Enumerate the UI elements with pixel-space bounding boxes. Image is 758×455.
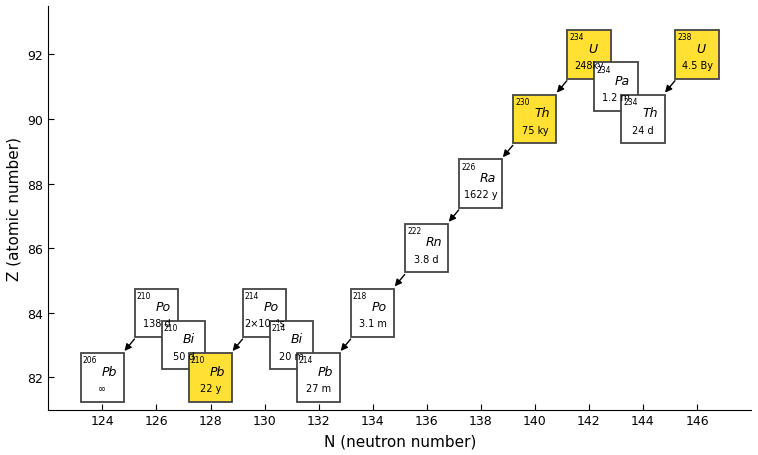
Text: Po: Po xyxy=(155,300,171,313)
Text: 214: 214 xyxy=(245,291,259,300)
Text: 234: 234 xyxy=(597,66,611,75)
Text: Bi: Bi xyxy=(291,333,303,345)
Text: 75 ky: 75 ky xyxy=(522,126,548,135)
Bar xyxy=(622,96,665,144)
Text: 1622 y: 1622 y xyxy=(464,190,497,200)
Bar xyxy=(81,354,124,402)
Text: 20 m: 20 m xyxy=(279,351,304,361)
Text: 210: 210 xyxy=(191,356,205,364)
Text: Pb: Pb xyxy=(318,365,333,378)
Bar xyxy=(270,321,313,369)
Text: 226: 226 xyxy=(461,162,475,171)
Text: 22 y: 22 y xyxy=(200,383,221,393)
Text: 230: 230 xyxy=(515,98,530,107)
Text: 210: 210 xyxy=(136,291,151,300)
Text: 50 d: 50 d xyxy=(173,351,194,361)
Bar xyxy=(459,160,503,208)
Bar xyxy=(567,31,610,80)
Text: Pb: Pb xyxy=(102,365,117,378)
Bar xyxy=(135,289,178,337)
Text: 206: 206 xyxy=(83,356,97,364)
Text: 2×10⁻⁴s: 2×10⁻⁴s xyxy=(244,318,285,329)
Text: ∞: ∞ xyxy=(99,383,106,393)
Text: 3.1 m: 3.1 m xyxy=(359,318,387,329)
Text: 210: 210 xyxy=(164,324,178,332)
Text: 3.8 d: 3.8 d xyxy=(415,254,439,264)
Bar xyxy=(351,289,394,337)
Text: Po: Po xyxy=(264,300,279,313)
Text: U: U xyxy=(696,42,705,56)
Text: U: U xyxy=(588,42,597,56)
Bar xyxy=(243,289,287,337)
Text: 4.5 By: 4.5 By xyxy=(681,61,713,71)
Text: Po: Po xyxy=(372,300,387,313)
Bar xyxy=(189,354,232,402)
Bar xyxy=(162,321,205,369)
Text: Pb: Pb xyxy=(210,365,225,378)
Text: 27 m: 27 m xyxy=(306,383,331,393)
Text: Th: Th xyxy=(642,107,658,120)
Text: 222: 222 xyxy=(407,227,421,236)
Text: 214: 214 xyxy=(272,324,287,332)
Text: Th: Th xyxy=(534,107,550,120)
Text: 214: 214 xyxy=(299,356,313,364)
Text: 234: 234 xyxy=(569,33,584,42)
Text: Pa: Pa xyxy=(615,75,630,88)
Text: Rn: Rn xyxy=(426,236,443,249)
Bar xyxy=(297,354,340,402)
Bar xyxy=(675,31,719,80)
Text: 1.2 m: 1.2 m xyxy=(602,93,630,103)
X-axis label: N (neutron number): N (neutron number) xyxy=(324,433,476,448)
Text: 218: 218 xyxy=(353,291,367,300)
Bar xyxy=(405,224,448,273)
Y-axis label: Z (atomic number): Z (atomic number) xyxy=(7,136,22,280)
Bar xyxy=(513,96,556,144)
Text: 24 d: 24 d xyxy=(632,126,653,135)
Bar xyxy=(594,63,637,111)
Text: 138 d: 138 d xyxy=(143,318,171,329)
Text: Bi: Bi xyxy=(183,333,195,345)
Text: 234: 234 xyxy=(623,98,637,107)
Text: 238: 238 xyxy=(677,33,691,42)
Text: 248ky: 248ky xyxy=(574,61,603,71)
Text: Ra: Ra xyxy=(480,172,496,184)
